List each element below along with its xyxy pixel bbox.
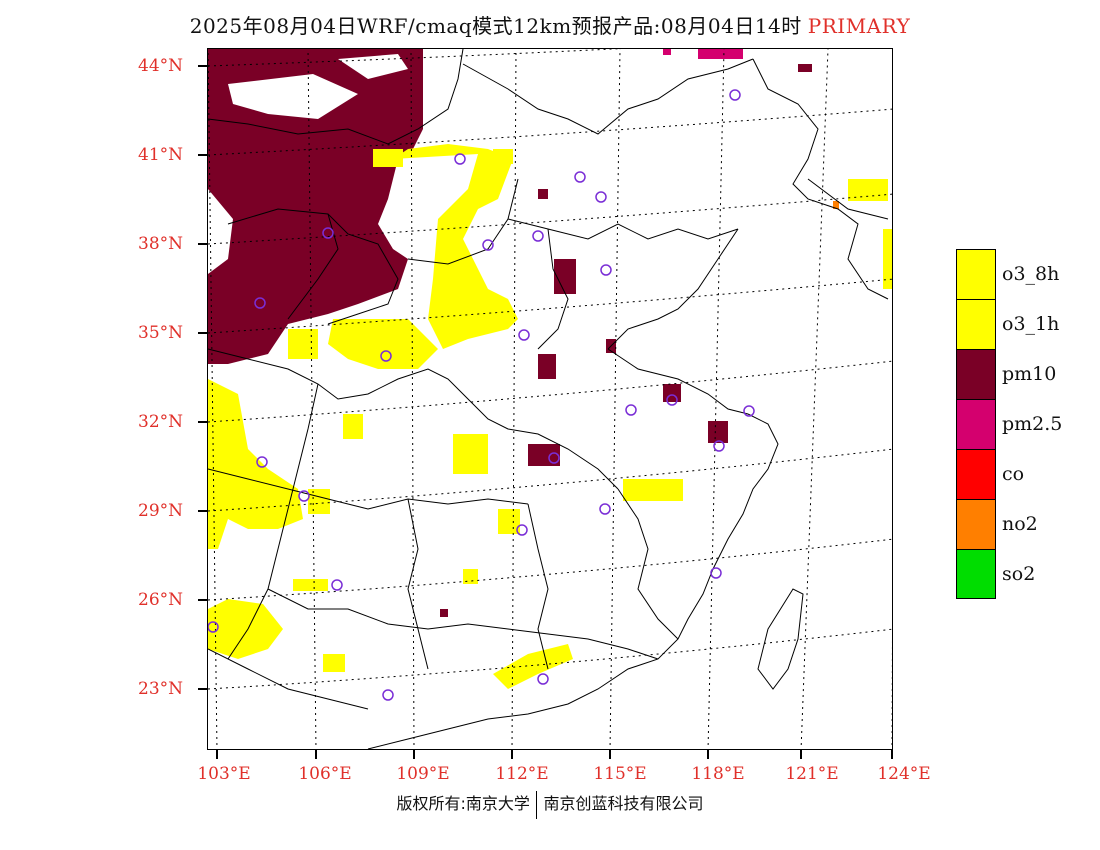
legend-item-co: co [956,449,1096,499]
legend-item-no2: no2 [956,499,1096,549]
lat-tick [198,332,207,334]
copyright-company: 南京创蓝科技有限公司 [543,794,704,813]
primary-tag: PRIMARY [807,14,911,38]
legend-label: o3_8h [1002,263,1060,285]
city-markers [208,89,755,701]
lon-tick [511,750,513,759]
legend-item-pm10: pm10 [956,349,1096,399]
legend-item-so2: so2 [956,549,1096,599]
legend-swatch [956,299,996,349]
legend-label: o3_1h [1002,313,1060,335]
legend-label: co [1002,463,1025,485]
legend-label: pm2.5 [1002,413,1063,435]
lon-label-109: 109°E [396,764,450,784]
lat-label-44: 44°N [138,56,184,76]
map-canvas [208,49,892,749]
lon-tick [216,750,218,759]
legend: o3_8h o3_1h pm10 pm2.5 co no2 so2 [956,249,1096,599]
pm25-region [663,49,743,59]
taiwan-outline [757,588,804,690]
lat-tick [198,510,207,512]
footer-divider [535,790,538,819]
copyright-footer: 版权所有:南京大学 南京创蓝科技有限公司 [0,790,1100,819]
legend-label: no2 [1002,513,1038,535]
legend-swatch [956,549,996,599]
lon-label-115: 115°E [593,764,647,784]
lat-label-41: 41°N [138,145,184,165]
lat-tick [198,243,207,245]
graticule [208,49,892,749]
lon-tick [413,750,415,759]
lat-label-26: 26°N [138,590,184,610]
lat-tick [198,688,207,690]
pm10-region [208,49,812,617]
lon-label-106: 106°E [298,764,352,784]
lat-label-35: 35°N [138,323,184,343]
legend-swatch [956,449,996,499]
legend-item-o3-1h: o3_1h [956,299,1096,349]
pm10-gaps [208,54,408,274]
no2-speck [833,201,839,209]
lon-tick [707,750,709,759]
lon-label-124: 124°E [877,764,931,784]
legend-label: pm10 [1002,363,1057,385]
boundaries [208,49,889,749]
legend-label: so2 [1002,563,1036,585]
copyright-owner: 版权所有:南京大学 [396,794,530,813]
map-title: 2025年08月04日WRF/cmaq模式12km预报产品:08月04日14时 P… [0,10,1100,39]
legend-item-pm25: pm2.5 [956,399,1096,449]
legend-item-o3-8h: o3_8h [956,249,1096,299]
lat-label-29: 29°N [138,501,184,521]
lat-label-38: 38°N [138,234,184,254]
lon-tick [315,750,317,759]
lon-label-103: 103°E [197,764,251,784]
lat-tick [198,599,207,601]
lon-tick [800,750,802,759]
legend-swatch [956,399,996,449]
lon-label-112: 112°E [495,764,549,784]
legend-swatch [956,499,996,549]
lat-tick [198,154,207,156]
title-text: 2025年08月04日WRF/cmaq模式12km预报产品:08月04日14时 [189,14,802,38]
forecast-map [207,48,893,750]
lon-tick [891,750,893,759]
lon-label-121: 121°E [785,764,839,784]
lat-label-32: 32°N [138,412,184,432]
legend-swatch [956,249,996,299]
o3-region [208,144,892,689]
lat-tick [198,65,207,67]
lon-tick [609,750,611,759]
lat-label-23: 23°N [138,679,184,699]
legend-swatch [956,349,996,399]
lat-tick [198,421,207,423]
lon-label-118: 118°E [691,764,745,784]
